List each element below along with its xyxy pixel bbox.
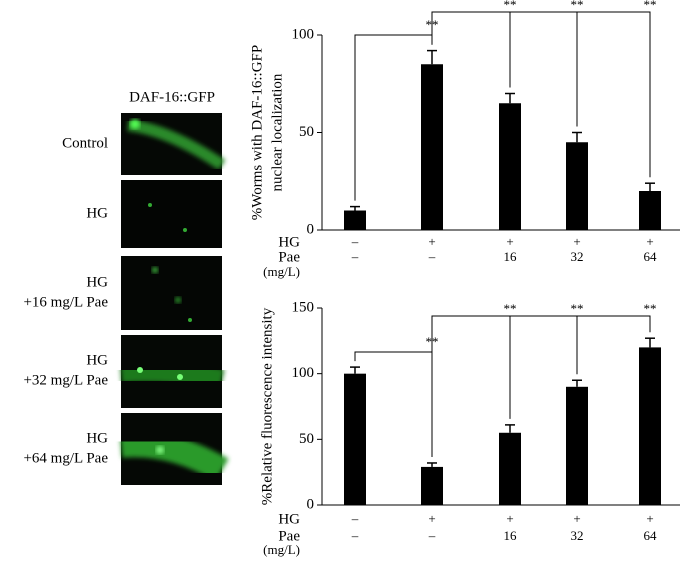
treatment-unit: (mg/L) bbox=[263, 542, 300, 557]
panel-label: +32 mg/L Pae bbox=[23, 372, 108, 388]
image-hg-32 bbox=[120, 335, 225, 408]
panel-label: +64 mg/L Pae bbox=[23, 450, 108, 466]
treatment-label: HG bbox=[278, 234, 300, 250]
treatment-value: + bbox=[573, 511, 580, 526]
y-tick-label: 50 bbox=[299, 431, 314, 447]
bar bbox=[344, 373, 366, 505]
image-hg-16 bbox=[121, 256, 222, 330]
bar bbox=[499, 432, 521, 505]
significance: ** bbox=[504, 0, 517, 12]
gfp-images bbox=[119, 113, 229, 485]
treatment-value: – bbox=[428, 528, 436, 543]
significance: ** bbox=[644, 301, 657, 316]
y-axis-label: %Worms with DAF-16::GFP bbox=[249, 45, 265, 220]
significance: ** bbox=[571, 0, 584, 12]
bracket bbox=[354, 34, 433, 201]
y-axis-label: %Relative fluorescence intensity bbox=[259, 307, 275, 505]
panel-label: HG bbox=[86, 352, 108, 368]
treatment-value: 32 bbox=[571, 249, 584, 264]
treatment-value: + bbox=[646, 234, 653, 249]
image-hg-64 bbox=[119, 413, 229, 485]
significance: ** bbox=[571, 301, 584, 316]
bar bbox=[421, 64, 443, 230]
treatment-label: Pae bbox=[278, 249, 300, 265]
bar bbox=[566, 386, 588, 505]
y-tick-label: 100 bbox=[292, 365, 315, 381]
treatment-value: + bbox=[428, 511, 435, 526]
treatment-value: 64 bbox=[644, 528, 658, 543]
treatment-value: – bbox=[351, 234, 359, 249]
panel-label: Control bbox=[62, 135, 108, 151]
treatment-value: + bbox=[573, 234, 580, 249]
bracket bbox=[354, 351, 433, 457]
y-tick-label: 0 bbox=[307, 221, 315, 237]
bracket bbox=[431, 11, 511, 88]
bar bbox=[499, 103, 521, 230]
y-tick-label: 50 bbox=[299, 124, 314, 140]
treatment-unit: (mg/L) bbox=[263, 264, 300, 279]
y-tick-label: 100 bbox=[292, 26, 315, 42]
bracket bbox=[431, 315, 651, 457]
y-tick-label: 0 bbox=[307, 496, 315, 512]
bar bbox=[639, 347, 661, 505]
treatment-value: 16 bbox=[504, 528, 518, 543]
image-control bbox=[121, 113, 226, 175]
treatment-label: HG bbox=[278, 511, 300, 527]
treatment-value: + bbox=[506, 234, 513, 249]
y-axis-label: nuclear localization bbox=[269, 73, 285, 191]
treatment-label: Pae bbox=[278, 528, 300, 544]
treatment-value: + bbox=[428, 234, 435, 249]
y-tick-label: 150 bbox=[292, 299, 315, 315]
panel-label: HG bbox=[86, 205, 108, 221]
bar bbox=[639, 191, 661, 230]
treatment-value: – bbox=[428, 249, 436, 264]
bracket bbox=[431, 11, 651, 178]
significance: ** bbox=[644, 0, 657, 12]
bar bbox=[344, 210, 366, 230]
treatment-value: 32 bbox=[571, 528, 584, 543]
panel-label: HG bbox=[86, 430, 108, 446]
treatment-value: – bbox=[351, 511, 359, 526]
panel-label: +16 mg/L Pae bbox=[23, 294, 108, 310]
treatment-value: 16 bbox=[504, 249, 518, 264]
image-hg bbox=[121, 180, 222, 248]
bar bbox=[566, 142, 588, 230]
treatment-value: 64 bbox=[644, 249, 658, 264]
panel-label: HG bbox=[86, 274, 108, 290]
significance: ** bbox=[504, 301, 517, 316]
treatment-value: – bbox=[351, 249, 359, 264]
treatment-value: – bbox=[351, 528, 359, 543]
panel-title: DAF-16::GFP bbox=[129, 89, 215, 105]
treatment-value: + bbox=[646, 511, 653, 526]
bracket bbox=[431, 315, 511, 441]
bar bbox=[421, 466, 443, 505]
treatment-value: + bbox=[506, 511, 513, 526]
